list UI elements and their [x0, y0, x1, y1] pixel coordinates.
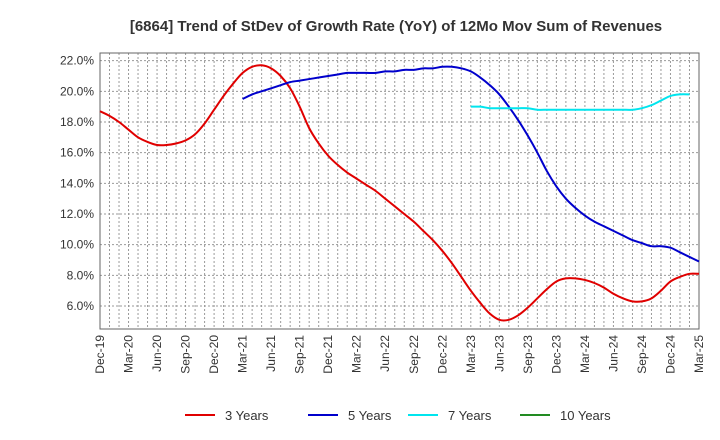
- x-axis-ticks: Dec-19 Mar-20 Jun-20 Sep-20 Dec-20 Mar-21 Jun-…: [93, 335, 706, 374]
- legend-label: 5 Years: [348, 408, 392, 423]
- x-tick-label: Dec-19: [93, 335, 107, 374]
- y-axis-ticks: 6.0% 8.0% 10.0% 12.0% 14.0% 16.0% 18.0% 20.0% 22…: [60, 54, 94, 313]
- x-tick-label: Jun-23: [492, 335, 506, 372]
- x-tick-label: Jun-20: [150, 335, 164, 372]
- x-tick-label: Sep-22: [407, 335, 421, 374]
- legend-label: 10 Years: [560, 408, 611, 423]
- x-tick-label: Mar-24: [578, 335, 592, 373]
- y-tick-label: 14.0%: [60, 176, 94, 190]
- y-tick-label: 6.0%: [67, 299, 95, 313]
- x-tick-label: Dec-24: [663, 335, 677, 374]
- x-tick-label: Mar-21: [236, 335, 250, 373]
- series-lines: [99, 64, 700, 322]
- legend: 3 Years 5 Years 7 Years 10 Years: [185, 408, 611, 423]
- grid-lines: [100, 53, 699, 329]
- x-tick-label: Dec-22: [435, 335, 449, 374]
- y-tick-label: 22.0%: [60, 54, 94, 68]
- y-tick-label: 10.0%: [60, 238, 94, 252]
- x-tick-label: Mar-23: [464, 335, 478, 373]
- x-tick-label: Jun-21: [264, 335, 278, 372]
- x-tick-label: Dec-20: [207, 335, 221, 374]
- x-tick-label: Sep-20: [179, 335, 193, 374]
- plot-area-frame: [99, 52, 700, 330]
- y-tick-label: 12.0%: [60, 207, 94, 221]
- legend-label: 3 Years: [225, 408, 269, 423]
- x-tick-label: Mar-20: [122, 335, 136, 373]
- series-line-3-years: [99, 64, 700, 322]
- x-tick-label: Dec-21: [321, 335, 335, 374]
- y-tick-label: 20.0%: [60, 84, 94, 98]
- y-tick-label: 18.0%: [60, 115, 94, 129]
- x-tick-label: Mar-25: [692, 335, 706, 373]
- x-tick-label: Dec-23: [549, 335, 563, 374]
- y-tick-label: 8.0%: [67, 268, 95, 282]
- x-tick-label: Jun-24: [606, 335, 620, 372]
- series-line-7-years: [470, 93, 690, 111]
- x-tick-label: Sep-21: [293, 335, 307, 374]
- series-line-5-years: [242, 65, 700, 263]
- x-tick-label: Mar-22: [350, 335, 364, 373]
- y-tick-label: 16.0%: [60, 146, 94, 160]
- legend-label: 7 Years: [448, 408, 492, 423]
- x-tick-label: Sep-23: [521, 335, 535, 374]
- x-tick-label: Sep-24: [635, 335, 649, 374]
- x-tick-label: Jun-22: [378, 335, 392, 372]
- chart-title: [6864] Trend of StDev of Growth Rate (Yo…: [130, 18, 662, 35]
